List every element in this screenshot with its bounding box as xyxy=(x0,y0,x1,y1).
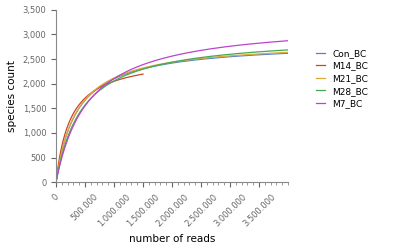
Con_BC xyxy=(234,55,239,58)
Legend: Con_BC, M14_BC, M21_BC, M28_BC, M7_BC: Con_BC, M14_BC, M21_BC, M28_BC, M7_BC xyxy=(312,45,372,112)
M21_BC xyxy=(286,51,290,54)
Line: Con_BC: Con_BC xyxy=(56,53,288,182)
M21_BC xyxy=(77,105,82,108)
M7_BC xyxy=(286,39,290,42)
M7_BC xyxy=(54,181,58,184)
M21_BC xyxy=(234,54,239,57)
Con_BC xyxy=(156,64,160,67)
M28_BC xyxy=(156,64,160,67)
X-axis label: number of reads: number of reads xyxy=(129,234,215,243)
Con_BC xyxy=(239,54,244,57)
Con_BC xyxy=(213,56,218,59)
Con_BC xyxy=(54,181,58,184)
M7_BC xyxy=(156,58,160,61)
M28_BC xyxy=(286,48,290,51)
M7_BC xyxy=(213,47,218,50)
M28_BC xyxy=(148,66,152,69)
Line: M21_BC: M21_BC xyxy=(56,52,288,182)
M7_BC xyxy=(148,61,152,64)
Line: M28_BC: M28_BC xyxy=(56,50,288,182)
M14_BC xyxy=(62,133,67,136)
M7_BC xyxy=(239,43,244,46)
Line: M7_BC: M7_BC xyxy=(56,41,288,182)
M28_BC xyxy=(54,181,58,184)
Line: M14_BC: M14_BC xyxy=(56,74,143,182)
M7_BC xyxy=(77,113,82,115)
M21_BC xyxy=(213,56,218,59)
M14_BC xyxy=(141,73,146,76)
M21_BC xyxy=(156,63,160,66)
M28_BC xyxy=(239,52,244,55)
Y-axis label: species count: species count xyxy=(7,60,17,132)
M14_BC xyxy=(113,79,118,82)
M28_BC xyxy=(234,52,239,55)
M28_BC xyxy=(77,111,82,114)
M14_BC xyxy=(92,89,97,92)
M7_BC xyxy=(234,44,239,47)
Con_BC xyxy=(77,106,82,109)
M14_BC xyxy=(123,76,128,79)
M28_BC xyxy=(213,54,218,57)
Con_BC xyxy=(286,52,290,55)
M14_BC xyxy=(89,91,94,94)
M21_BC xyxy=(239,53,244,56)
M14_BC xyxy=(54,181,58,184)
Con_BC xyxy=(148,66,152,69)
M21_BC xyxy=(148,65,152,68)
M21_BC xyxy=(54,181,58,184)
M14_BC xyxy=(122,77,126,80)
